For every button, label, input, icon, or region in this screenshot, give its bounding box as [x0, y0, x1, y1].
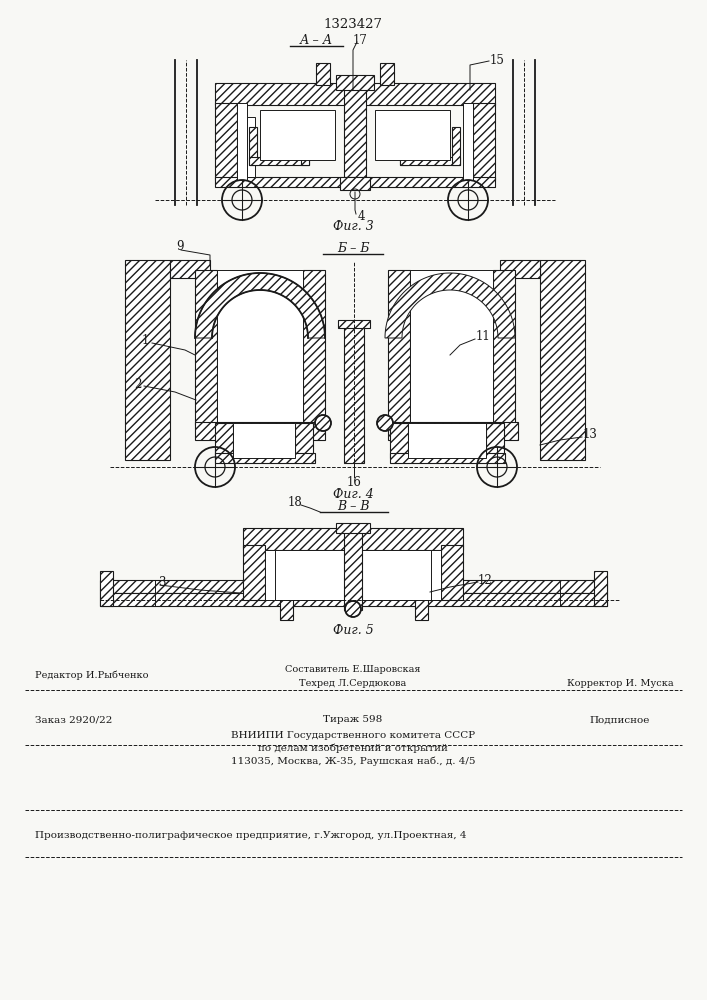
Text: 17: 17: [353, 33, 368, 46]
Text: Фиг. 3: Фиг. 3: [332, 221, 373, 233]
Circle shape: [377, 415, 393, 431]
Bar: [390, 423, 408, 458]
Text: Подписное: Подписное: [590, 716, 650, 724]
Text: 3: 3: [158, 576, 165, 588]
Bar: [473, 103, 495, 180]
Bar: [215, 177, 495, 187]
Bar: [260, 110, 335, 160]
Text: 18: 18: [288, 496, 303, 510]
Bar: [344, 83, 366, 177]
Polygon shape: [385, 273, 515, 338]
Bar: [100, 571, 113, 606]
Text: 1: 1: [141, 334, 148, 347]
Bar: [217, 270, 303, 425]
Bar: [265, 550, 441, 600]
Bar: [540, 260, 585, 460]
Bar: [243, 528, 463, 550]
Bar: [594, 571, 607, 606]
Text: 11: 11: [476, 330, 491, 344]
Bar: [195, 270, 217, 425]
Text: 113035, Москва, Ж-35, Раушская наб., д. 4/5: 113035, Москва, Ж-35, Раушская наб., д. …: [230, 756, 475, 766]
Text: Корректор И. Муска: Корректор И. Муска: [567, 678, 673, 688]
Bar: [441, 545, 463, 600]
Bar: [452, 127, 460, 165]
Bar: [237, 103, 247, 180]
Bar: [463, 103, 473, 180]
Bar: [344, 530, 362, 610]
Bar: [375, 110, 450, 160]
Text: Составитель Е.Шаровская: Составитель Е.Шаровская: [285, 666, 421, 674]
Bar: [295, 423, 313, 458]
Bar: [388, 422, 518, 440]
Text: ВНИИПИ Государственного комитета СССР: ВНИИПИ Государственного комитета СССР: [231, 730, 475, 740]
Bar: [410, 270, 493, 425]
Text: Тираж 598: Тираж 598: [323, 716, 382, 724]
Bar: [303, 270, 325, 425]
Text: 15: 15: [490, 53, 505, 66]
Bar: [215, 453, 315, 463]
Bar: [195, 422, 325, 440]
Bar: [344, 325, 364, 463]
Circle shape: [345, 601, 361, 617]
Bar: [215, 103, 237, 180]
Bar: [431, 550, 441, 600]
Bar: [100, 593, 607, 606]
Bar: [380, 63, 394, 85]
Text: Фиг. 5: Фиг. 5: [332, 624, 373, 637]
Text: 9: 9: [176, 240, 184, 253]
Bar: [340, 177, 370, 190]
Bar: [390, 453, 505, 463]
Bar: [316, 63, 330, 85]
Bar: [125, 260, 170, 460]
Bar: [247, 117, 255, 177]
Text: А – А: А – А: [299, 33, 332, 46]
Bar: [100, 580, 607, 593]
Text: В – В: В – В: [337, 499, 369, 512]
Bar: [400, 127, 408, 165]
Bar: [493, 270, 515, 425]
Circle shape: [315, 415, 331, 431]
Text: Фиг. 4: Фиг. 4: [332, 488, 373, 500]
Bar: [233, 423, 295, 458]
Bar: [243, 545, 265, 600]
Bar: [265, 550, 275, 600]
Polygon shape: [195, 273, 325, 338]
Text: 16: 16: [346, 477, 361, 489]
Text: Б – Б: Б – Б: [337, 241, 369, 254]
Bar: [170, 260, 210, 278]
Text: Заказ 2920/22: Заказ 2920/22: [35, 716, 112, 724]
Bar: [336, 75, 374, 90]
Text: 1323427: 1323427: [324, 18, 382, 31]
Bar: [215, 83, 495, 105]
Bar: [301, 127, 309, 165]
Text: 13: 13: [583, 428, 598, 442]
Text: Производственно-полиграфическое предприятие, г.Ужгород, ул.Проектная, 4: Производственно-полиграфическое предприя…: [35, 830, 467, 840]
Bar: [280, 590, 293, 620]
Text: Техред Л.Сердюкова: Техред Л.Сердюкова: [299, 678, 407, 688]
Bar: [249, 157, 309, 165]
Bar: [415, 590, 428, 620]
Text: 4: 4: [358, 211, 366, 224]
Bar: [388, 270, 410, 425]
Bar: [249, 127, 257, 165]
Bar: [338, 320, 370, 328]
Text: по делам изобретений и открытий: по делам изобретений и открытий: [258, 743, 448, 753]
Text: 12: 12: [478, 574, 493, 586]
Bar: [408, 423, 486, 458]
Bar: [500, 260, 540, 278]
Bar: [215, 423, 233, 458]
Bar: [400, 157, 460, 165]
Text: 2: 2: [134, 378, 141, 391]
Text: Редактор И.Рыбченко: Редактор И.Рыбченко: [35, 670, 148, 680]
Bar: [336, 523, 370, 533]
Bar: [486, 423, 504, 458]
